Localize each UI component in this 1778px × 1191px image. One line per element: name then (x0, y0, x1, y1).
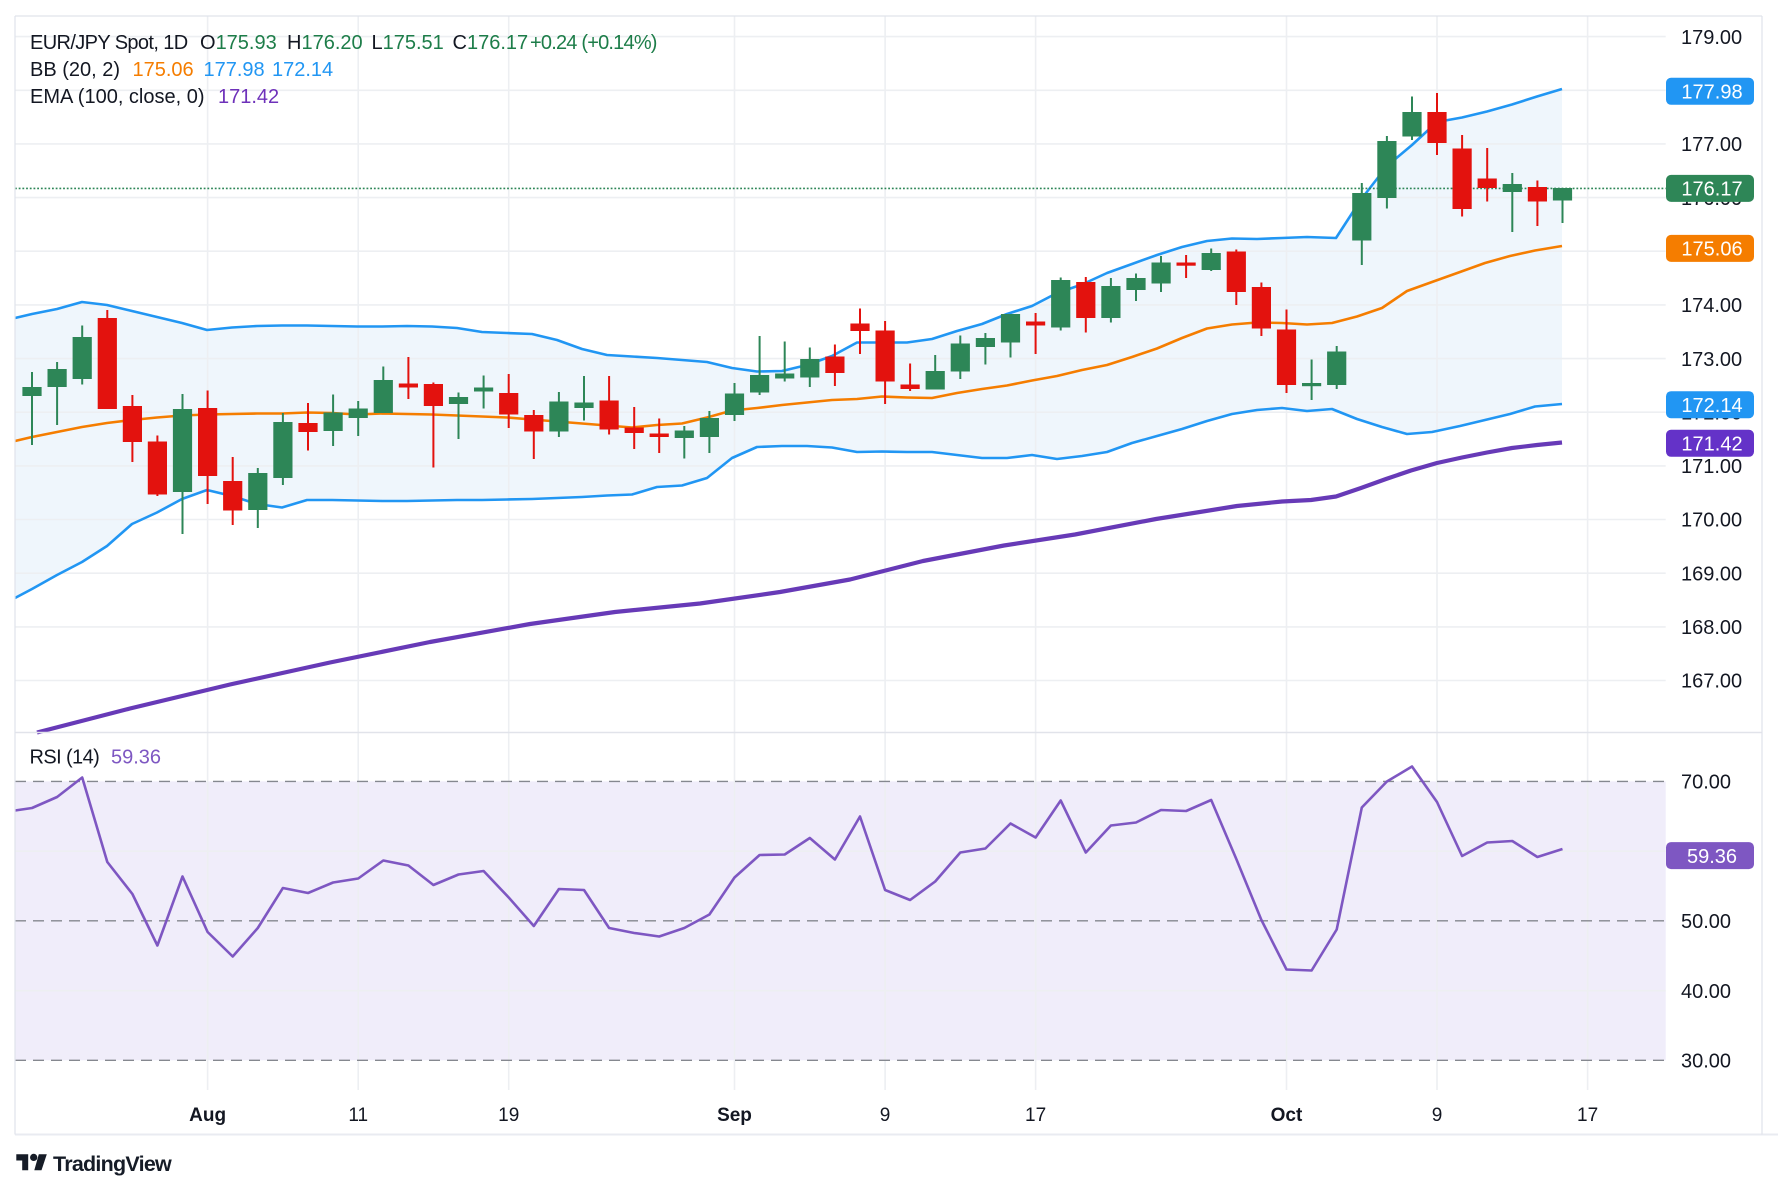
svg-text:175.06: 175.06 (1681, 239, 1742, 261)
svg-text:177.98: 177.98 (1681, 82, 1742, 104)
svg-text:19: 19 (498, 1105, 519, 1126)
svg-text:9: 9 (880, 1105, 891, 1126)
svg-text:171.42: 171.42 (1681, 434, 1742, 456)
svg-text:173.00: 173.00 (1681, 349, 1742, 371)
svg-text:179.00: 179.00 (1681, 27, 1742, 49)
svg-text:167.00: 167.00 (1681, 671, 1742, 693)
svg-text:11: 11 (348, 1105, 368, 1126)
svg-text:171.00: 171.00 (1681, 456, 1742, 478)
svg-text:Aug: Aug (189, 1105, 226, 1126)
svg-text:172.14: 172.14 (1681, 395, 1742, 417)
svg-text:Sep: Sep (717, 1105, 752, 1126)
svg-text:TradingView: TradingView (53, 1152, 172, 1176)
svg-text:168.00: 168.00 (1681, 617, 1742, 639)
svg-text:59.36: 59.36 (1687, 846, 1737, 868)
svg-text:30.00: 30.00 (1681, 1051, 1731, 1073)
svg-text:RSI (14)59.36: RSI (14) 59.36 (30, 747, 162, 769)
svg-text:9: 9 (1432, 1105, 1443, 1126)
svg-text:177.00: 177.00 (1681, 134, 1742, 156)
svg-text:17: 17 (1025, 1105, 1046, 1126)
svg-text:50.00: 50.00 (1681, 911, 1731, 933)
svg-text:40.00: 40.00 (1681, 981, 1731, 1003)
svg-text:176.17: 176.17 (1681, 179, 1742, 201)
svg-text:70.00: 70.00 (1681, 772, 1731, 794)
svg-text:174.00: 174.00 (1681, 295, 1742, 317)
svg-text:EMA (100, close, 0)171.42: EMA (100, close, 0) 171.42 (30, 86, 279, 108)
svg-text:17: 17 (1577, 1105, 1598, 1126)
svg-text:170.00: 170.00 (1681, 510, 1742, 532)
svg-text:169.00: 169.00 (1681, 563, 1742, 585)
svg-text:Oct: Oct (1271, 1105, 1303, 1126)
